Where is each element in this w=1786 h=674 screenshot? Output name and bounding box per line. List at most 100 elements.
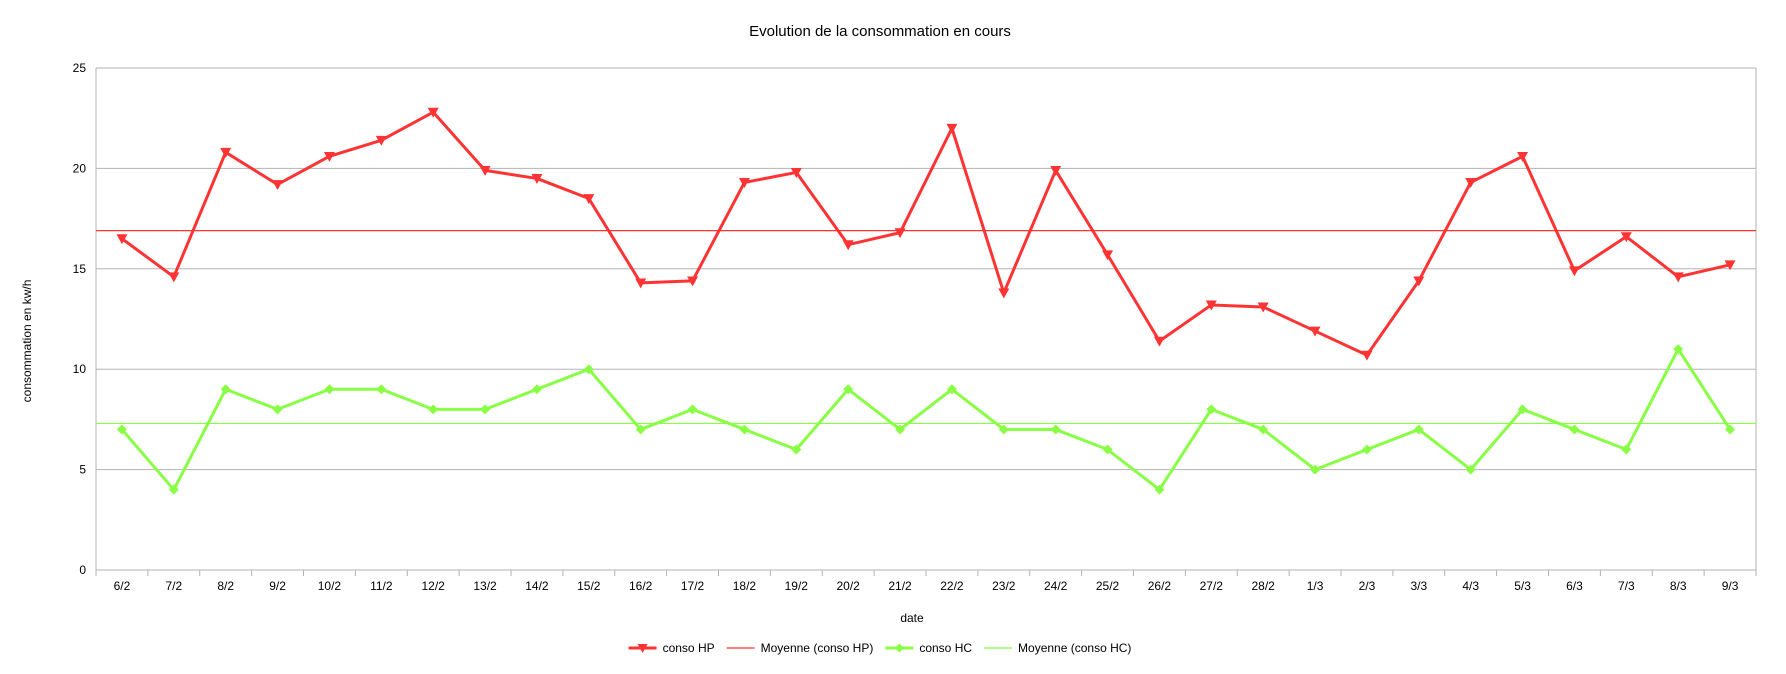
data-point-hc	[168, 484, 179, 495]
x-tick-label: 26/2	[1148, 579, 1172, 593]
legend-marker	[894, 643, 904, 653]
y-tick-label: 25	[73, 61, 87, 75]
data-point-hc	[739, 424, 750, 435]
data-point-hp	[272, 180, 284, 190]
x-tick-label: 19/2	[785, 579, 809, 593]
data-point-hp	[220, 147, 232, 158]
data-point-hp	[894, 228, 906, 239]
x-tick-label: 4/3	[1462, 579, 1479, 593]
data-point-hp	[1465, 178, 1477, 188]
data-point-hp	[738, 178, 750, 188]
x-axis-title: date	[900, 611, 924, 625]
data-point-hp	[1205, 300, 1217, 311]
data-point-hc	[1050, 424, 1061, 435]
x-tick-label: 3/3	[1410, 579, 1427, 593]
data-point-hc	[324, 384, 335, 395]
x-tick-label: 14/2	[525, 579, 549, 593]
x-tick-label: 15/2	[577, 579, 601, 593]
y-tick-label: 10	[73, 362, 87, 376]
data-point-hc	[1673, 344, 1684, 355]
x-tick-label: 2/3	[1359, 579, 1376, 593]
data-point-hc	[1621, 444, 1632, 455]
x-tick-label: 6/3	[1566, 579, 1583, 593]
data-point-hc	[1569, 424, 1580, 435]
x-tick-label: 8/3	[1670, 579, 1687, 593]
data-point-hc	[1206, 404, 1217, 415]
x-tick-label: 25/2	[1096, 579, 1120, 593]
x-tick-label: 18/2	[733, 579, 757, 593]
x-tick-label: 17/2	[681, 579, 705, 593]
legend-marker	[637, 644, 648, 653]
data-point-hp	[1517, 151, 1529, 162]
data-point-hc	[1413, 424, 1424, 435]
data-point-hp	[946, 123, 958, 134]
data-point-hc	[635, 424, 646, 435]
series-layer	[96, 107, 1756, 495]
x-tick-label: 7/3	[1618, 579, 1635, 593]
legend-label: conso HC	[919, 641, 972, 655]
data-point-hp	[1568, 266, 1580, 277]
x-tick-label: 9/2	[269, 579, 286, 593]
x-tick-label: 1/3	[1307, 579, 1324, 593]
data-point-hp	[323, 151, 335, 162]
data-point-hp	[583, 194, 595, 205]
x-tick-label: 28/2	[1252, 579, 1276, 593]
data-point-hc	[946, 384, 957, 395]
legend: conso HP Moyenne (conso HP) conso HC Moyenn…	[628, 641, 1131, 655]
data-point-hc	[998, 424, 1009, 435]
data-point-hp	[1413, 276, 1425, 287]
y-tick-label: 20	[73, 161, 87, 175]
data-point-hc	[843, 384, 854, 395]
data-point-hc	[1725, 424, 1736, 435]
chart-title: Evolution de la consommation en cours	[749, 23, 1011, 40]
data-point-hp	[1153, 336, 1165, 347]
data-point-hp	[998, 288, 1010, 299]
data-point-hc	[1310, 464, 1321, 475]
data-point-hc	[895, 424, 906, 435]
data-point-hp	[1361, 350, 1373, 361]
legend-label: conso HP	[663, 641, 715, 655]
data-point-hp	[116, 234, 128, 245]
data-point-hp	[1050, 166, 1062, 176]
data-point-hp	[479, 166, 491, 176]
data-point-hc	[220, 384, 231, 395]
x-tick-label: 27/2	[1200, 579, 1224, 593]
y-tick-label: 5	[79, 463, 86, 477]
series-line-2	[120, 347, 1732, 492]
data-point-hp	[531, 174, 543, 184]
x-tick-label: 21/2	[888, 579, 912, 593]
data-point-hc	[531, 384, 542, 395]
x-tick-label: 23/2	[992, 579, 1016, 593]
axes-layer: 0 5 10 15 20 25 6/2 7/2 8/2 9/2 10/2 11/2 12/2 13/2 14…	[73, 61, 1757, 593]
x-tick-label: 9/3	[1722, 579, 1739, 593]
series-line-0	[121, 110, 1731, 357]
data-point-hc	[1154, 484, 1165, 495]
data-point-hp	[1672, 272, 1684, 283]
data-point-hp	[1257, 302, 1269, 313]
data-point-hc	[791, 444, 802, 455]
data-point-hp	[1309, 326, 1321, 337]
data-point-hc	[1465, 464, 1476, 475]
legend-label: Moyenne (conso HP)	[761, 641, 874, 655]
x-tick-label: 5/3	[1514, 579, 1531, 593]
data-point-hc	[1258, 424, 1269, 435]
data-point-hc	[583, 364, 594, 375]
y-tick-label: 0	[79, 563, 86, 577]
x-tick-label: 7/2	[165, 579, 182, 593]
x-tick-label: 10/2	[318, 579, 342, 593]
grid-layer	[96, 67, 1756, 471]
data-point-hc	[1102, 444, 1113, 455]
data-point-hp	[1724, 260, 1736, 271]
y-axis-title: consommation en kw/h	[20, 280, 34, 403]
data-point-hp	[168, 272, 180, 283]
data-point-hp	[1620, 232, 1632, 243]
data-point-hp	[687, 276, 699, 287]
data-point-hc	[116, 424, 127, 435]
x-tick-label: 24/2	[1044, 579, 1068, 593]
data-point-hp	[427, 107, 439, 118]
y-tick-label: 15	[73, 262, 87, 276]
x-tick-label: 16/2	[629, 579, 653, 593]
data-point-hp	[790, 168, 802, 178]
x-tick-label: 22/2	[940, 579, 964, 593]
